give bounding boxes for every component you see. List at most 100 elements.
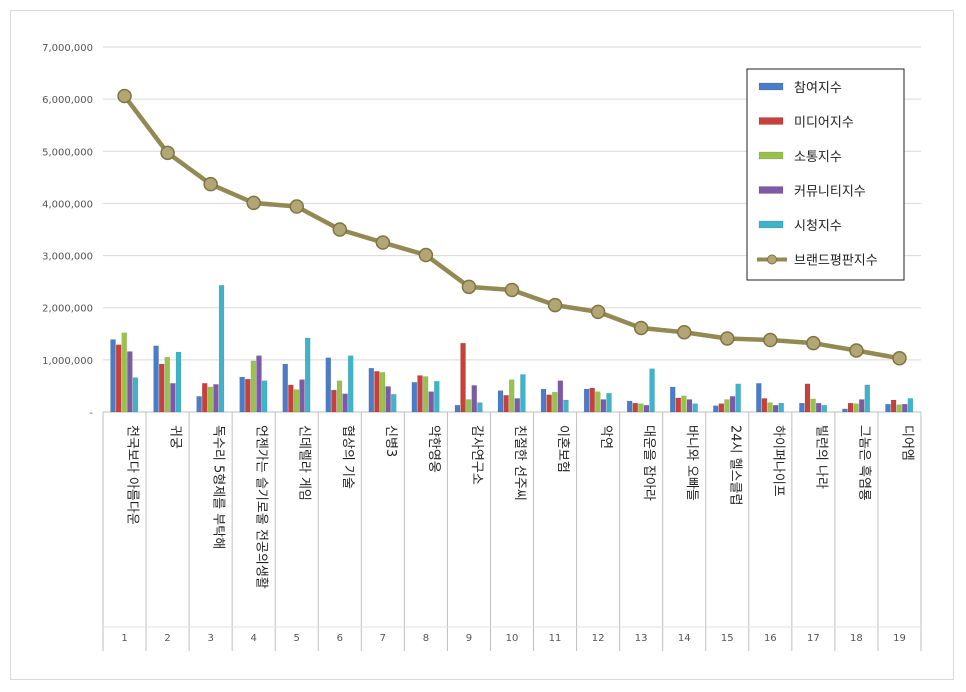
bar bbox=[261, 380, 268, 413]
y-axis: - 1,000,000 2,000,000 3,000,000 4,000,000 5,0… bbox=[42, 43, 93, 419]
bar bbox=[460, 342, 466, 413]
y-tick-label: 5,000,000 bbox=[42, 147, 93, 158]
bar bbox=[692, 403, 698, 413]
bar bbox=[299, 379, 305, 413]
bar bbox=[675, 397, 682, 413]
bar bbox=[520, 374, 526, 413]
legend-label: 커뮤니티지수 bbox=[794, 185, 866, 200]
bar bbox=[514, 398, 521, 413]
y-tick-label: 3,000,000 bbox=[42, 252, 93, 263]
category-label: 악연 bbox=[598, 425, 613, 449]
bar bbox=[885, 403, 891, 413]
bar bbox=[853, 403, 859, 413]
bar bbox=[552, 391, 558, 413]
bar bbox=[288, 384, 294, 413]
bar bbox=[799, 402, 805, 413]
y-tick-label: 2,000,000 bbox=[42, 304, 93, 315]
line-point bbox=[160, 145, 175, 161]
bar bbox=[342, 393, 348, 413]
bar bbox=[390, 394, 397, 413]
bar bbox=[304, 337, 311, 413]
bar bbox=[127, 351, 133, 413]
bar bbox=[638, 403, 644, 413]
y-tick-label: - bbox=[89, 408, 93, 419]
bar bbox=[471, 385, 477, 413]
chart: - 1,000,000 2,000,000 3,000,000 4,000,000 5,0… bbox=[42, 43, 922, 651]
bars bbox=[110, 285, 914, 413]
category-number: 13 bbox=[635, 633, 648, 644]
category-number: 14 bbox=[678, 633, 691, 644]
category-number: 19 bbox=[893, 633, 906, 644]
brand-line bbox=[117, 88, 907, 366]
bar bbox=[772, 404, 779, 413]
bar bbox=[239, 376, 245, 413]
category-label: 감사연구소 bbox=[469, 425, 484, 485]
y-tick-label: 7,000,000 bbox=[42, 43, 93, 54]
bar bbox=[465, 399, 472, 413]
line-point bbox=[246, 195, 261, 211]
bar bbox=[632, 402, 639, 413]
bar bbox=[735, 383, 741, 413]
line-point bbox=[633, 320, 649, 336]
category-number: 11 bbox=[549, 633, 562, 644]
bar bbox=[385, 386, 391, 413]
line-point bbox=[806, 335, 821, 351]
legend-swatch bbox=[758, 117, 784, 125]
category-label: 그놈은 흑염룡 bbox=[856, 425, 871, 501]
bar bbox=[153, 345, 159, 413]
line-point bbox=[763, 332, 778, 348]
bar bbox=[864, 384, 871, 413]
bar bbox=[557, 380, 564, 413]
category-label: 친절한 선주씨 bbox=[512, 425, 527, 501]
bar bbox=[589, 387, 595, 413]
category-number: 16 bbox=[764, 633, 777, 644]
legend-label: 미디어지수 bbox=[794, 116, 854, 131]
bar bbox=[422, 376, 429, 413]
bar bbox=[347, 355, 354, 413]
bar bbox=[686, 399, 693, 413]
line-point bbox=[461, 279, 477, 295]
category-label: 하이퍼나이프 bbox=[770, 425, 785, 497]
bar bbox=[902, 403, 908, 413]
line-point bbox=[676, 324, 692, 340]
gridlines bbox=[103, 46, 921, 413]
line-point bbox=[504, 282, 520, 298]
category-number: 12 bbox=[592, 633, 605, 644]
bar bbox=[643, 404, 650, 413]
bar bbox=[896, 404, 902, 413]
legend-swatch bbox=[758, 151, 784, 160]
line-point bbox=[332, 222, 348, 237]
category-label: 신병3 bbox=[383, 425, 398, 457]
bar bbox=[508, 379, 515, 413]
bar bbox=[821, 404, 828, 413]
chart-frame: - 1,000,000 2,000,000 3,000,000 4,000,000 5,0… bbox=[10, 10, 954, 680]
line-point bbox=[547, 297, 563, 313]
bar bbox=[256, 355, 262, 413]
bar bbox=[325, 357, 332, 413]
bar bbox=[164, 357, 171, 413]
legend-label: 시청지수 bbox=[794, 219, 842, 234]
bar bbox=[158, 363, 165, 413]
bar bbox=[756, 383, 762, 413]
category-number: 9 bbox=[466, 633, 472, 644]
line-point bbox=[590, 304, 606, 320]
category-number: 18 bbox=[850, 633, 863, 644]
bar bbox=[842, 408, 848, 413]
category-label: 신데렐라 게임 bbox=[297, 425, 312, 501]
bar bbox=[207, 386, 214, 413]
legend-swatch bbox=[758, 220, 784, 229]
bar bbox=[761, 398, 768, 413]
line-point bbox=[720, 331, 735, 346]
bar bbox=[417, 375, 423, 413]
line-point bbox=[418, 247, 434, 263]
line-point bbox=[289, 199, 304, 214]
bar bbox=[218, 285, 225, 413]
bar bbox=[121, 332, 127, 413]
legend-label: 참여지수 bbox=[794, 81, 842, 96]
bar bbox=[434, 380, 440, 413]
bar bbox=[250, 360, 257, 413]
category-label: 대운을 잡아라 bbox=[641, 425, 656, 501]
bar bbox=[600, 399, 607, 413]
bar bbox=[245, 378, 251, 413]
bar bbox=[626, 400, 633, 413]
